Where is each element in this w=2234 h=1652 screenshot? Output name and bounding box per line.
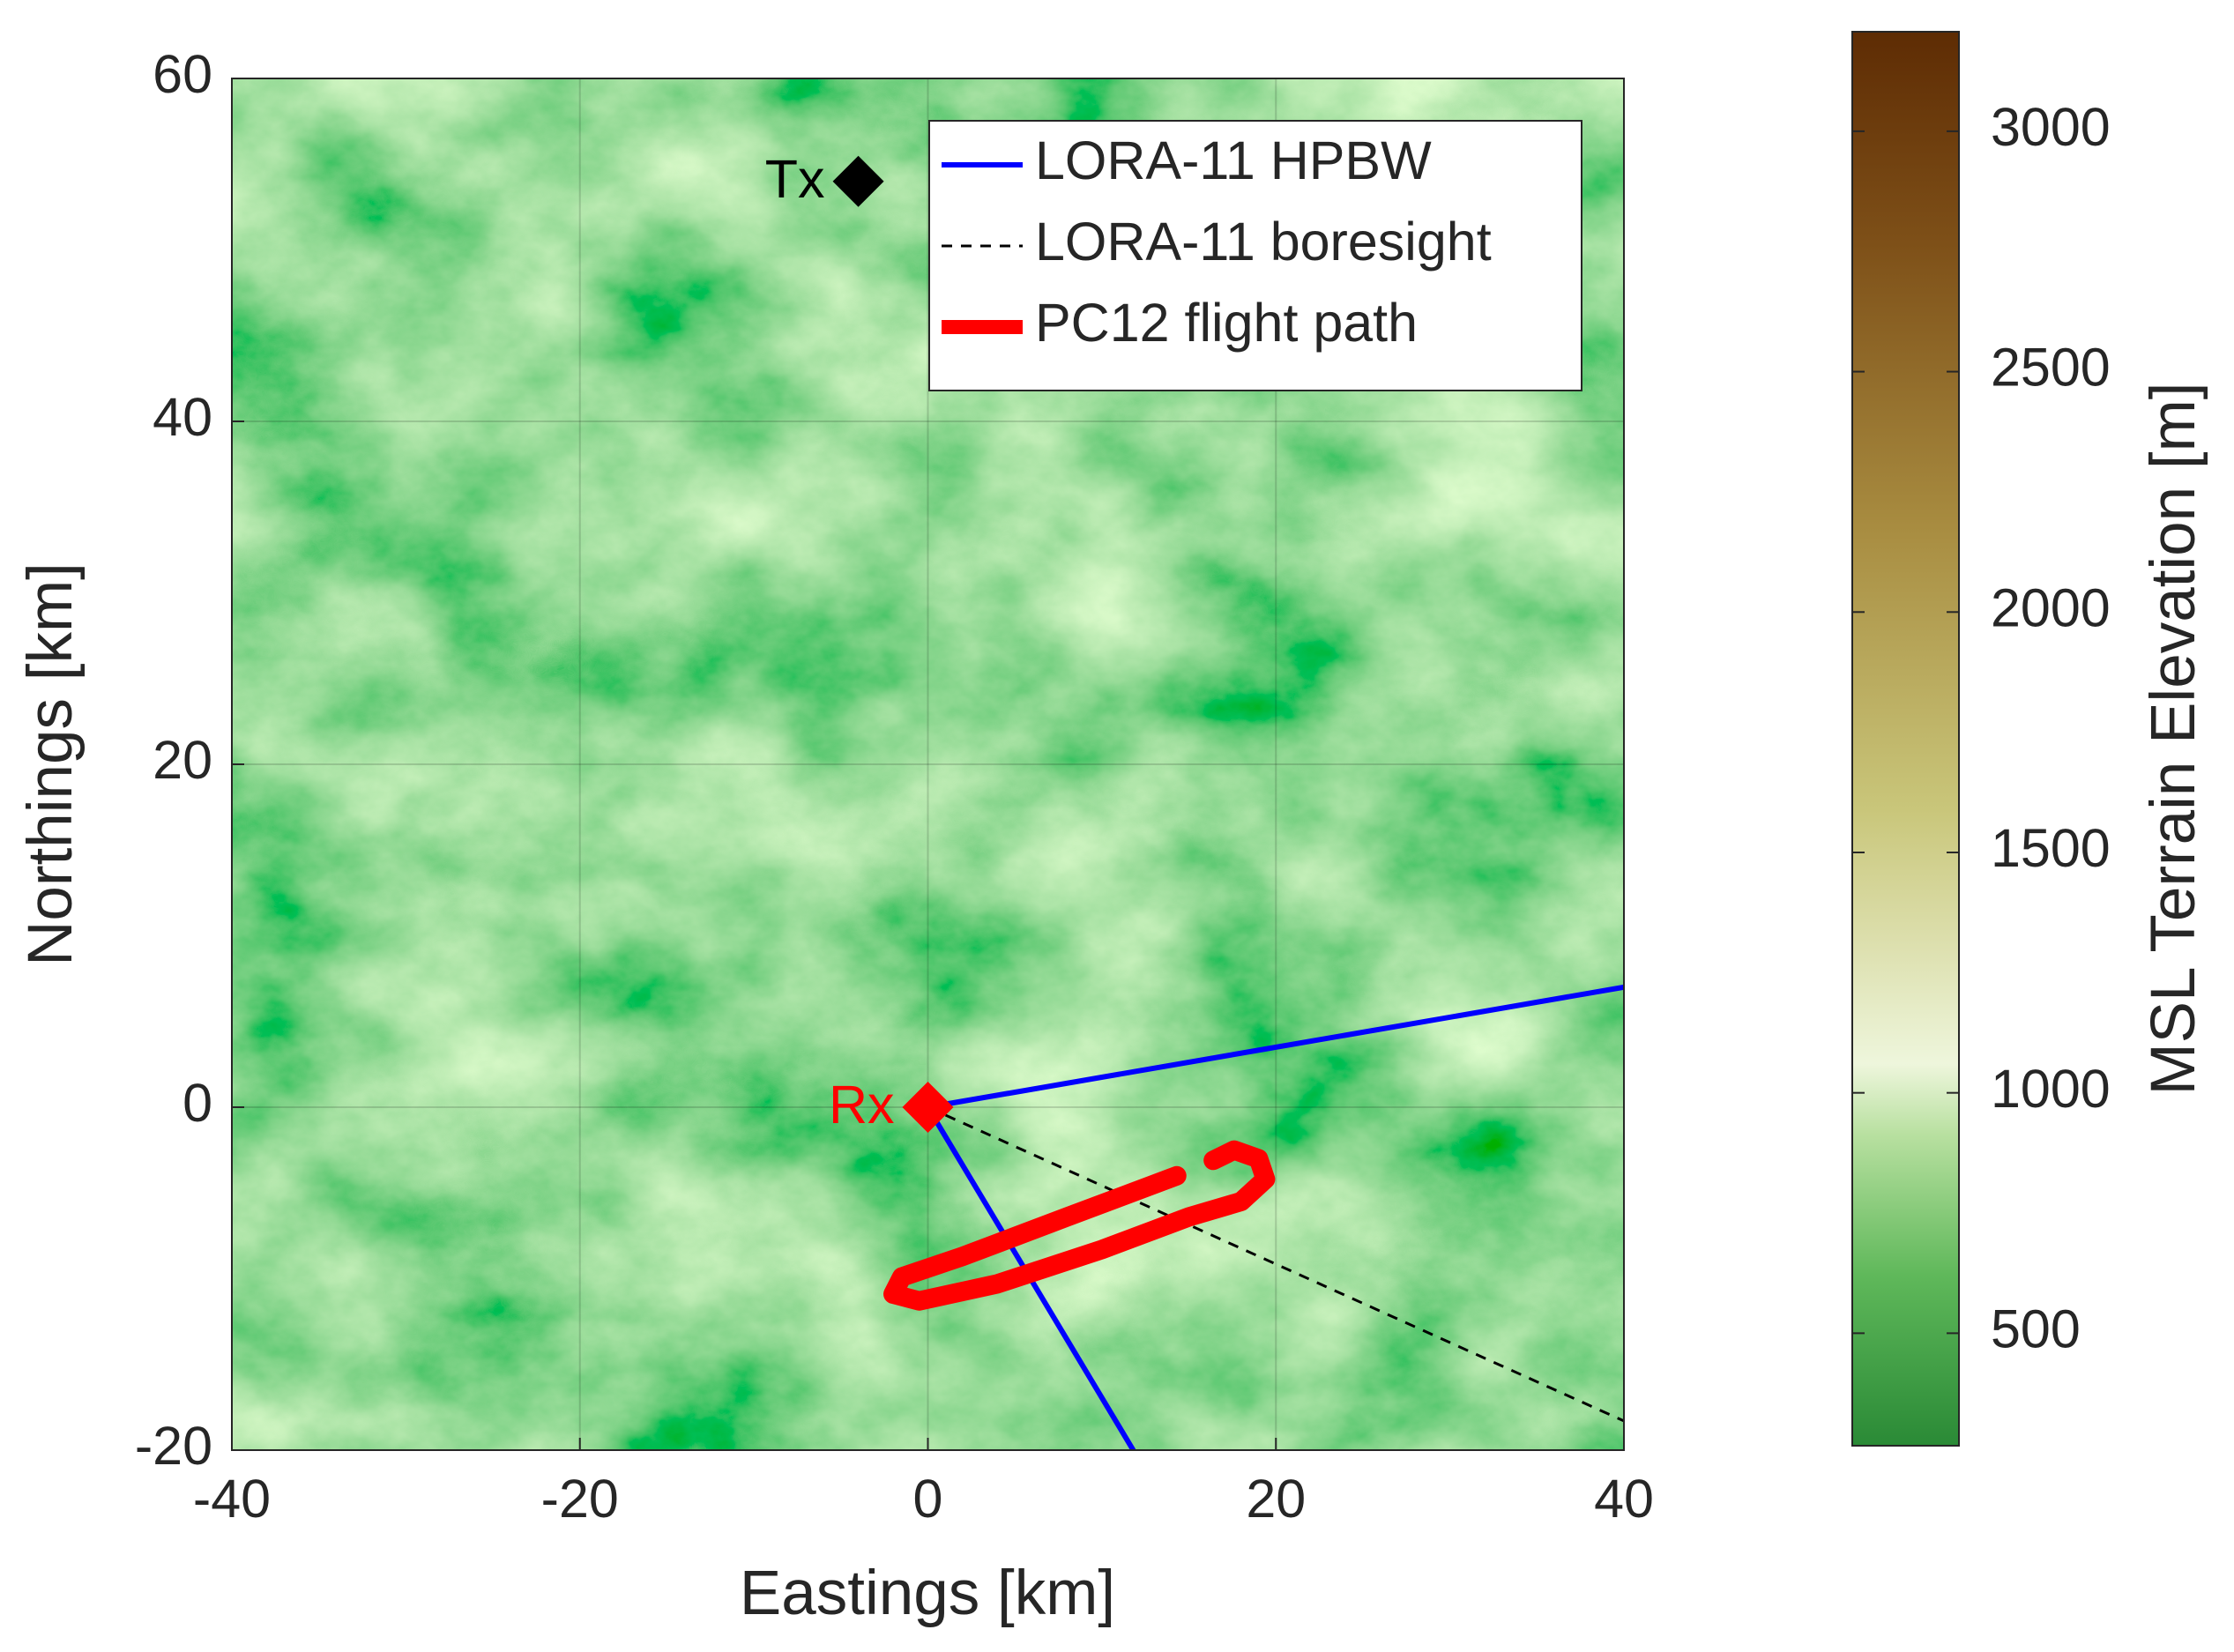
y-tick-label: -20	[135, 1416, 212, 1476]
x-axis-label: Eastings [km]	[740, 1559, 1115, 1628]
colorbar-label: MSL Terrain Elevation [m]	[2139, 383, 2208, 1096]
y-axis-label: Northings [km]	[16, 562, 86, 966]
legend-box	[928, 120, 1582, 391]
point-label: Rx	[829, 1075, 895, 1135]
series-line	[883, 1140, 1276, 1311]
colorbar-tick-label: 1000	[1991, 1059, 2111, 1119]
y-tick-label: 40	[153, 387, 212, 447]
y-tick-label: 60	[153, 44, 212, 104]
colorbar-tick-label: 1500	[1991, 818, 2111, 878]
colorbar-tick-label: 2000	[1991, 577, 2111, 637]
point-marker	[832, 155, 884, 207]
legend: LORA-11 HPBW LORA-11 boresight PC12 flight…	[928, 120, 1582, 391]
x-tick-label: 40	[1594, 1469, 1654, 1529]
x-tick-label: 0	[913, 1469, 943, 1529]
legend-label: LORA-11 HPBW	[1035, 130, 1432, 190]
colorbar-tick-label: 2500	[1991, 338, 2111, 398]
x-tick-label: -40	[193, 1469, 271, 1529]
colorbar	[1851, 31, 1960, 1447]
legend-label: LORA-11 boresight	[1035, 212, 1492, 272]
point-label: Tx	[765, 149, 825, 209]
y-tick-label: 0	[182, 1073, 212, 1133]
data-layer	[832, 155, 1624, 1450]
x-tick-label: 20	[1246, 1469, 1306, 1529]
x-tick-label: -20	[541, 1469, 619, 1529]
y-tick-label: 20	[153, 730, 212, 790]
point-marker	[902, 1082, 954, 1133]
colorbar-tick-label: 500	[1991, 1299, 2081, 1358]
legend-label: PC12 flight path	[1035, 293, 1418, 353]
colorbar-tick-label: 3000	[1991, 97, 2111, 157]
